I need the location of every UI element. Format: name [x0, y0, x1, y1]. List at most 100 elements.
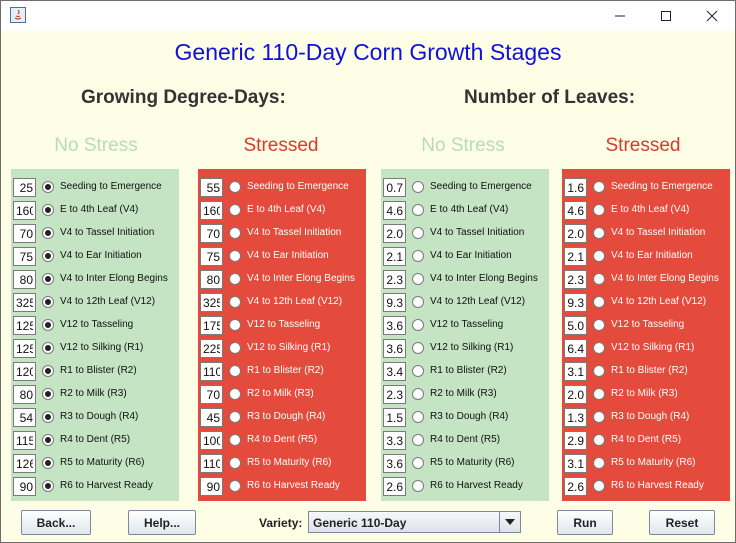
stage-radio-button[interactable]	[412, 227, 424, 239]
stage-value-field[interactable]	[200, 316, 223, 335]
stage-radio-button[interactable]	[412, 411, 424, 423]
stage-radio-button[interactable]	[229, 457, 241, 469]
stage-value-field[interactable]	[200, 477, 223, 496]
stage-value-field[interactable]	[13, 270, 36, 289]
stage-value-field[interactable]	[13, 339, 36, 358]
stage-radio-button[interactable]	[229, 342, 241, 354]
stage-radio-button[interactable]	[593, 365, 605, 377]
stage-value-field[interactable]	[200, 362, 223, 381]
stage-radio-button[interactable]	[42, 434, 54, 446]
stage-radio-button[interactable]	[42, 273, 54, 285]
stage-radio-button[interactable]	[229, 204, 241, 216]
variety-dropdown[interactable]: Generic 110-Day	[308, 511, 521, 533]
stage-radio-button[interactable]	[42, 388, 54, 400]
stage-radio-button[interactable]	[229, 181, 241, 193]
stage-value-field[interactable]	[13, 178, 36, 197]
stage-value-field[interactable]	[383, 477, 406, 496]
stage-value-field[interactable]	[200, 293, 223, 312]
stage-radio-button[interactable]	[42, 250, 54, 262]
stage-value-field[interactable]	[13, 477, 36, 496]
stage-radio-button[interactable]	[412, 204, 424, 216]
stage-value-field[interactable]	[13, 431, 36, 450]
close-button[interactable]	[689, 1, 735, 31]
stage-radio-button[interactable]	[42, 296, 54, 308]
stage-radio-button[interactable]	[42, 365, 54, 377]
stage-value-field[interactable]	[13, 362, 36, 381]
stage-radio-button[interactable]	[229, 296, 241, 308]
stage-radio-button[interactable]	[412, 480, 424, 492]
stage-radio-button[interactable]	[593, 411, 605, 423]
stage-value-field[interactable]	[200, 408, 223, 427]
stage-radio-button[interactable]	[229, 227, 241, 239]
stage-value-field[interactable]	[564, 385, 587, 404]
stage-radio-button[interactable]	[412, 250, 424, 262]
stage-value-field[interactable]	[13, 247, 36, 266]
stage-value-field[interactable]	[383, 408, 406, 427]
stage-value-field[interactable]	[383, 339, 406, 358]
stage-value-field[interactable]	[200, 270, 223, 289]
stage-value-field[interactable]	[564, 408, 587, 427]
stage-value-field[interactable]	[13, 316, 36, 335]
stage-radio-button[interactable]	[229, 480, 241, 492]
stage-value-field[interactable]	[564, 293, 587, 312]
stage-radio-button[interactable]	[229, 319, 241, 331]
stage-value-field[interactable]	[383, 293, 406, 312]
stage-value-field[interactable]	[13, 454, 36, 473]
stage-value-field[interactable]	[383, 454, 406, 473]
stage-value-field[interactable]	[564, 362, 587, 381]
back-button[interactable]: Back...	[21, 510, 91, 535]
stage-value-field[interactable]	[564, 454, 587, 473]
stage-value-field[interactable]	[383, 385, 406, 404]
stage-radio-button[interactable]	[593, 296, 605, 308]
stage-radio-button[interactable]	[229, 250, 241, 262]
stage-value-field[interactable]	[564, 224, 587, 243]
stage-value-field[interactable]	[383, 224, 406, 243]
stage-value-field[interactable]	[383, 201, 406, 220]
stage-radio-button[interactable]	[412, 296, 424, 308]
stage-radio-button[interactable]	[593, 204, 605, 216]
stage-radio-button[interactable]	[593, 319, 605, 331]
stage-radio-button[interactable]	[412, 434, 424, 446]
stage-radio-button[interactable]	[593, 250, 605, 262]
stage-value-field[interactable]	[564, 431, 587, 450]
stage-value-field[interactable]	[13, 408, 36, 427]
stage-radio-button[interactable]	[229, 273, 241, 285]
stage-radio-button[interactable]	[229, 411, 241, 423]
stage-radio-button[interactable]	[412, 457, 424, 469]
stage-value-field[interactable]	[383, 362, 406, 381]
stage-value-field[interactable]	[200, 454, 223, 473]
stage-radio-button[interactable]	[42, 319, 54, 331]
stage-radio-button[interactable]	[412, 273, 424, 285]
stage-radio-button[interactable]	[593, 457, 605, 469]
stage-radio-button[interactable]	[229, 434, 241, 446]
stage-value-field[interactable]	[564, 201, 587, 220]
stage-value-field[interactable]	[383, 270, 406, 289]
stage-value-field[interactable]	[383, 316, 406, 335]
stage-radio-button[interactable]	[42, 457, 54, 469]
maximize-button[interactable]	[643, 1, 689, 31]
stage-value-field[interactable]	[564, 316, 587, 335]
stage-radio-button[interactable]	[412, 365, 424, 377]
run-button[interactable]: Run	[557, 510, 613, 535]
stage-value-field[interactable]	[200, 431, 223, 450]
stage-radio-button[interactable]	[412, 388, 424, 400]
stage-value-field[interactable]	[383, 247, 406, 266]
stage-value-field[interactable]	[564, 270, 587, 289]
stage-value-field[interactable]	[200, 224, 223, 243]
stage-radio-button[interactable]	[229, 365, 241, 377]
stage-radio-button[interactable]	[42, 411, 54, 423]
stage-value-field[interactable]	[13, 201, 36, 220]
stage-radio-button[interactable]	[42, 227, 54, 239]
stage-radio-button[interactable]	[593, 181, 605, 193]
stage-value-field[interactable]	[200, 247, 223, 266]
stage-value-field[interactable]	[383, 431, 406, 450]
stage-value-field[interactable]	[13, 293, 36, 312]
dropdown-arrow-icon[interactable]	[499, 512, 520, 532]
stage-radio-button[interactable]	[412, 181, 424, 193]
stage-radio-button[interactable]	[412, 319, 424, 331]
stage-radio-button[interactable]	[229, 388, 241, 400]
stage-value-field[interactable]	[13, 224, 36, 243]
stage-value-field[interactable]	[200, 385, 223, 404]
stage-value-field[interactable]	[383, 178, 406, 197]
stage-radio-button[interactable]	[412, 342, 424, 354]
